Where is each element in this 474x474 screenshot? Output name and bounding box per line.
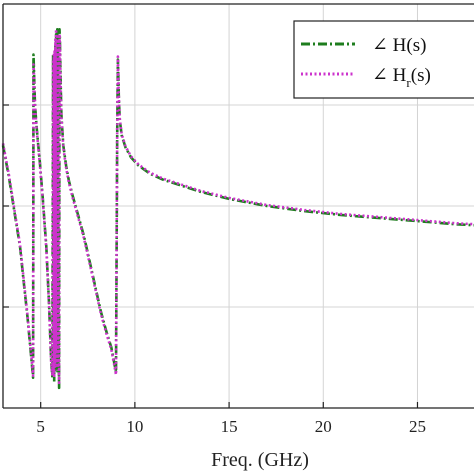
x-tick-label: 15 [221, 417, 238, 436]
x-tick-label: 10 [126, 417, 143, 436]
x-axis-label: Freq. (GHz) [211, 449, 309, 471]
x-tick-label: 5 [36, 417, 45, 436]
legend-box [293, 20, 474, 99]
ticks: 5 10 15 20 25 [3, 104, 426, 436]
series-line-0 [1, 27, 474, 390]
series-layer [1, 27, 474, 390]
legend-label-hr-tail: (s) [411, 65, 431, 86]
series-line-1 [1, 27, 474, 385]
legend-label-hr-sub: r [406, 75, 411, 90]
legend-label-h: ∠ H(s) [372, 35, 426, 56]
legend-label-hr-main: ∠ H [372, 65, 407, 86]
legend: ∠ H(s) ∠ Hr(s) [293, 20, 474, 99]
x-tick-label: 25 [409, 417, 426, 436]
legend-label-hr: ∠ Hr(s) [372, 65, 431, 90]
x-tick-label: 20 [315, 417, 332, 436]
